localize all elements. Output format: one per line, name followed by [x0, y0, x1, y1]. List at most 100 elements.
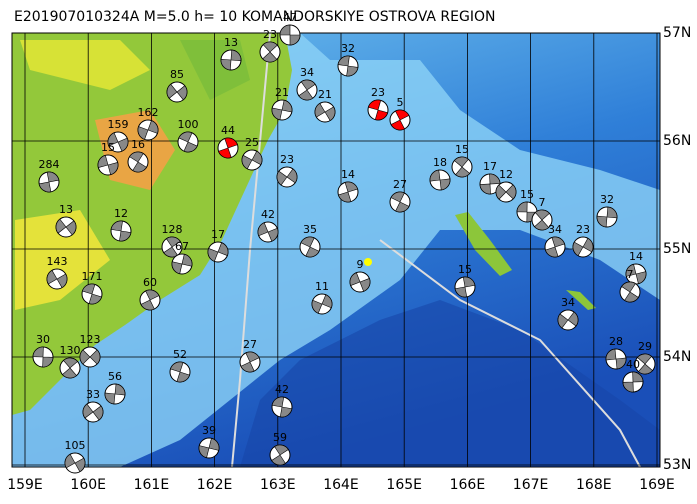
beachball	[82, 401, 104, 423]
beachball	[59, 357, 81, 379]
beachball	[605, 348, 627, 370]
beachball	[296, 79, 318, 101]
depth-label: 23	[371, 86, 385, 99]
beachball-compression	[276, 168, 298, 186]
depth-label: 128	[162, 223, 183, 236]
lon-label: 164E	[323, 477, 359, 493]
beachball	[107, 131, 129, 153]
beachball-compression	[349, 272, 371, 292]
depth-label: 15	[101, 141, 115, 154]
depth-label: 15	[520, 188, 534, 201]
depth-label: 34	[561, 296, 575, 309]
depth-label: 159	[108, 118, 129, 131]
beachball-compression	[62, 357, 78, 379]
beachball	[139, 289, 161, 311]
beachball	[177, 131, 199, 153]
lon-label: 163E	[260, 477, 296, 493]
depth-label: 162	[138, 106, 159, 119]
beachball-compression	[368, 99, 388, 121]
depth-label: 23	[576, 223, 590, 236]
beachball-compression	[314, 103, 336, 121]
beachball-compression	[622, 371, 644, 393]
beachball-compression	[82, 283, 102, 305]
beachball	[279, 24, 301, 46]
map-title: E201907010324A M=5.0 h= 10 KOMANDORSKIYE…	[14, 9, 495, 25]
beachball	[79, 346, 101, 368]
beachball	[220, 49, 242, 71]
depth-label: 16	[131, 138, 145, 151]
lon-label: 165E	[386, 477, 422, 493]
depth-label: 284	[39, 158, 60, 171]
depth-label: 5	[397, 96, 404, 109]
beachball-compression	[110, 220, 132, 242]
beachball	[367, 99, 389, 121]
beachball	[454, 276, 476, 298]
beachball	[429, 169, 451, 191]
depth-label: 47	[283, 11, 297, 24]
beachball	[572, 236, 594, 258]
lat-label: 54N	[663, 349, 691, 365]
beachball-compression	[338, 181, 358, 203]
depth-label: 27	[243, 338, 257, 351]
beachball	[171, 253, 193, 275]
beachball	[161, 236, 183, 258]
beachball	[625, 263, 647, 285]
beachball	[257, 221, 279, 243]
depth-label: 17	[483, 160, 497, 173]
beachball-compression	[171, 253, 193, 275]
beachball	[104, 383, 126, 405]
beachball-compression	[453, 156, 471, 178]
depth-label: 13	[59, 203, 73, 216]
lon-label: 159E	[7, 477, 43, 493]
beachball-compression	[596, 206, 618, 228]
beachball-compression	[390, 109, 410, 131]
beachball-compression	[55, 218, 77, 236]
beachball-compression	[534, 209, 550, 231]
beachball-compression	[129, 151, 147, 173]
depth-label: 12	[114, 207, 128, 220]
depth-label: 56	[108, 370, 122, 383]
lon-label: 162E	[197, 477, 233, 493]
depth-label: 11	[315, 280, 329, 293]
beachball-compression	[625, 263, 647, 285]
beachball-compression	[257, 222, 279, 242]
beachball-compression	[46, 269, 68, 289]
depth-label: 34	[300, 66, 314, 79]
beachball	[314, 101, 336, 123]
beachball-compression	[140, 289, 160, 311]
beachball	[241, 149, 263, 171]
beachball	[64, 452, 86, 474]
depth-label: 123	[80, 333, 101, 346]
depth-label: 60	[143, 276, 157, 289]
beachball-compression	[271, 396, 293, 418]
beachball	[389, 191, 411, 213]
depth-label: 30	[36, 333, 50, 346]
beachball-compression	[218, 137, 238, 159]
beachball	[337, 55, 359, 77]
beachball-compression	[170, 361, 190, 383]
beachball	[622, 371, 644, 393]
beachball	[596, 206, 618, 228]
beachball	[557, 309, 579, 331]
beachball	[349, 271, 371, 293]
frame	[11, 32, 661, 468]
lat-label: 53N	[663, 457, 691, 473]
beachball	[271, 99, 293, 121]
lon-label: 161E	[134, 477, 170, 493]
depth-label: 9	[357, 258, 364, 271]
beachball	[217, 137, 239, 159]
beachball	[198, 437, 220, 459]
depth-label: 35	[303, 223, 317, 236]
beachball	[311, 293, 333, 315]
lon-label: 167E	[513, 477, 549, 493]
beachball	[276, 166, 298, 188]
depth-label: 59	[273, 431, 287, 444]
beachball-compression	[220, 49, 242, 71]
beachball-compression	[198, 437, 220, 459]
lon-label: 169E	[639, 477, 675, 493]
depth-label: 32	[600, 193, 614, 206]
depth-label: 52	[173, 348, 187, 361]
beachball-compression	[621, 281, 639, 303]
